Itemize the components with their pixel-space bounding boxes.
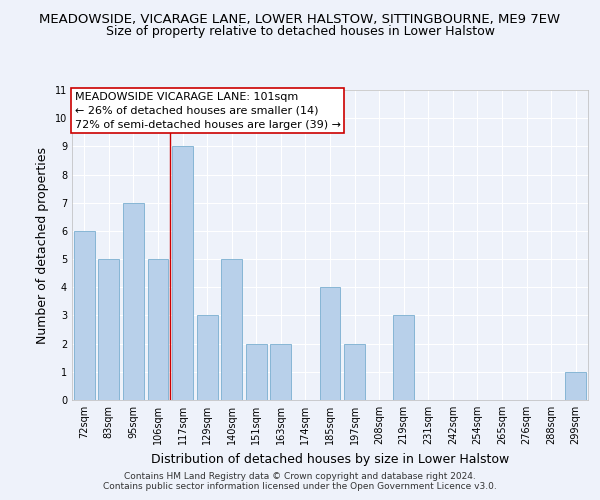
Bar <box>221 259 242 400</box>
Bar <box>74 231 95 400</box>
Text: Contains public sector information licensed under the Open Government Licence v3: Contains public sector information licen… <box>103 482 497 491</box>
Bar <box>271 344 292 400</box>
Bar <box>320 288 340 400</box>
Bar <box>565 372 586 400</box>
Text: Contains HM Land Registry data © Crown copyright and database right 2024.: Contains HM Land Registry data © Crown c… <box>124 472 476 481</box>
Bar <box>246 344 267 400</box>
Text: MEADOWSIDE VICARAGE LANE: 101sqm
← 26% of detached houses are smaller (14)
72% o: MEADOWSIDE VICARAGE LANE: 101sqm ← 26% o… <box>74 92 341 130</box>
Bar <box>344 344 365 400</box>
Bar <box>123 202 144 400</box>
Bar <box>172 146 193 400</box>
Y-axis label: Number of detached properties: Number of detached properties <box>37 146 49 344</box>
Bar <box>393 316 414 400</box>
Text: Size of property relative to detached houses in Lower Halstow: Size of property relative to detached ho… <box>106 25 494 38</box>
Bar <box>148 259 169 400</box>
Bar <box>98 259 119 400</box>
Bar <box>197 316 218 400</box>
Text: MEADOWSIDE, VICARAGE LANE, LOWER HALSTOW, SITTINGBOURNE, ME9 7EW: MEADOWSIDE, VICARAGE LANE, LOWER HALSTOW… <box>40 12 560 26</box>
X-axis label: Distribution of detached houses by size in Lower Halstow: Distribution of detached houses by size … <box>151 452 509 466</box>
